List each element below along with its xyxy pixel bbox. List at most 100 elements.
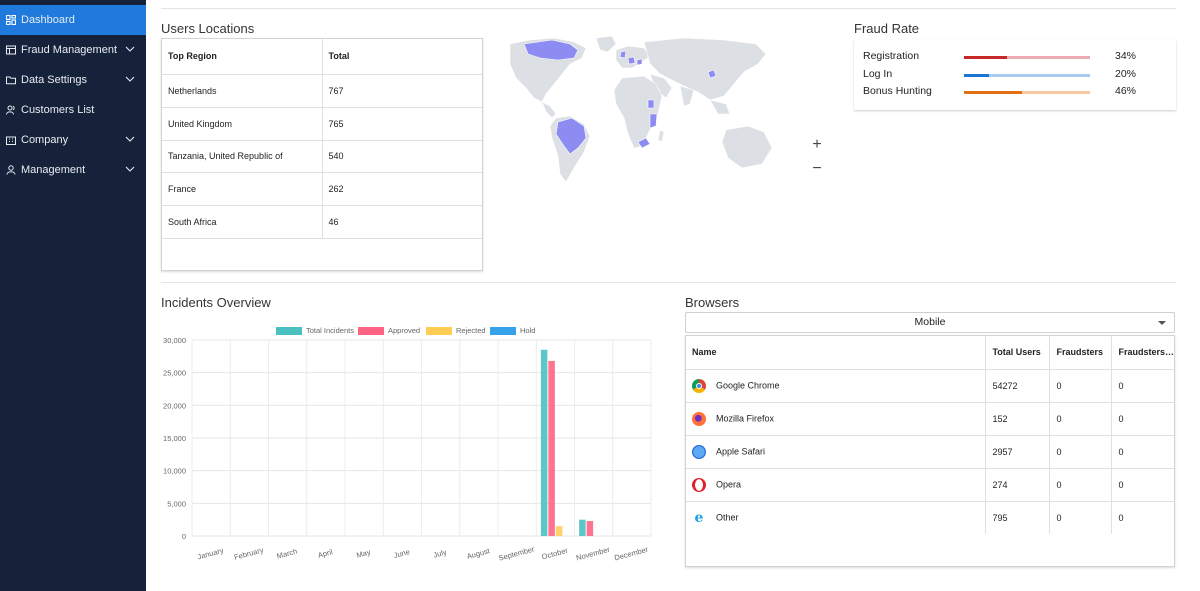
opera-icon <box>692 477 706 492</box>
table-row[interactable]: Mozilla Firefox 152 0 0 <box>686 401 1174 435</box>
x-tick-label: April <box>317 547 334 560</box>
platform-select-value: Mobile <box>914 316 946 328</box>
sidebar: Dashboard Fraud Management Data Settings… <box>0 0 146 591</box>
total-users-cell: 795 <box>985 500 1050 534</box>
table-row[interactable]: e Other 795 0 0 <box>686 500 1174 534</box>
browsers-table-card: Name Total Users Fraudsters Fraudsters… … <box>685 335 1175 567</box>
sidebar-item-management[interactable]: Management <box>0 155 146 185</box>
x-tick-label: October <box>541 546 570 562</box>
chart-bar <box>540 349 548 536</box>
table-row[interactable]: Netherlands 767 <box>162 73 482 107</box>
legend-item[interactable]: Hold <box>490 326 535 335</box>
users-locations-title: Users Locations <box>161 21 255 36</box>
fraud-rate-row-login: Log In 20% <box>863 68 1163 82</box>
fraud-rate-progress <box>964 74 1090 77</box>
sidebar-item-company[interactable]: Company <box>0 125 146 155</box>
sidebar-item-dashboard[interactable]: Dashboard <box>0 5 146 35</box>
legend-swatch <box>490 326 516 335</box>
legend-swatch <box>358 326 384 335</box>
column-header-total[interactable]: Total <box>321 39 482 74</box>
column-header-region[interactable]: Top Region <box>168 51 217 62</box>
y-tick-label: 10,000 <box>163 467 186 476</box>
main-content: Users Locations Top Region Total Netherl… <box>146 0 1200 591</box>
sidebar-item-label: Customers List <box>21 104 95 116</box>
column-header-fraudsters-more[interactable]: Fraudsters… <box>1111 336 1174 369</box>
browser-name-cell: e Other <box>686 500 986 534</box>
table-row[interactable]: Tanzania, United Republic of 540 <box>162 139 482 172</box>
legend-label: Rejected <box>456 326 486 335</box>
chevron-down-icon <box>125 74 135 87</box>
y-tick-label: 30,000 <box>163 336 186 345</box>
chevron-down-icon <box>125 134 135 147</box>
sidebar-item-customers-list[interactable]: Customers List <box>0 95 146 125</box>
total-users-cell: 54272 <box>985 368 1050 402</box>
browser-name: Mozilla Firefox <box>716 412 775 423</box>
sidebar-item-data-settings[interactable]: Data Settings <box>0 65 146 95</box>
fraud-rate-value: 34% <box>1115 50 1137 62</box>
legend-item[interactable]: Approved <box>358 326 420 335</box>
region-cell: Tanzania, United Republic of <box>162 139 322 172</box>
legend-label: Approved <box>388 326 421 335</box>
x-tick-label: May <box>355 547 371 559</box>
fraud-rate-label: Bonus Hunting <box>863 85 932 97</box>
browser-name: Apple Safari <box>716 445 766 456</box>
fraudsters-more-cell: 0 <box>1111 368 1174 402</box>
fraudsters-cell: 0 <box>1049 434 1112 468</box>
region-cell: France <box>162 171 322 205</box>
browser-name-cell: Apple Safari <box>686 434 986 468</box>
x-tick-label: September <box>498 544 536 562</box>
incidents-chart: 30,000 25,000 20,000 15,000 10,000 5,000 0 Janu… <box>163 336 652 563</box>
region-cell: United Kingdom <box>162 106 322 140</box>
table-row[interactable]: Opera 274 0 0 <box>686 467 1174 501</box>
fraud-rate-value: 20% <box>1115 68 1137 80</box>
table-row[interactable]: Apple Safari 2957 0 0 <box>686 434 1174 468</box>
legend-item[interactable]: Rejected <box>426 326 486 335</box>
fraudsters-more-cell: 0 <box>1111 401 1174 435</box>
browser-name-cell: Google Chrome <box>686 368 986 402</box>
users-icon <box>6 105 16 115</box>
column-header-name[interactable]: Name <box>692 347 717 358</box>
x-tick-label: March <box>276 547 298 561</box>
sidebar-item-fraud-management[interactable]: Fraud Management <box>0 35 146 65</box>
sidebar-item-label: Management <box>21 164 86 176</box>
platform-select[interactable]: Mobile <box>685 312 1175 333</box>
divider <box>161 282 1176 283</box>
table-row[interactable]: United Kingdom 765 <box>162 106 482 140</box>
total-cell: 262 <box>321 171 482 205</box>
total-users-cell: 152 <box>985 401 1050 435</box>
legend-swatch <box>426 326 452 335</box>
fraudsters-cell: 0 <box>1049 467 1112 501</box>
region-cell: Netherlands <box>162 73 322 107</box>
fraudsters-more-cell: 0 <box>1111 434 1174 468</box>
legend-item[interactable]: Total Incidents <box>276 326 354 335</box>
zoom-out-button[interactable]: − <box>812 160 822 177</box>
browsers-title: Browsers <box>685 295 740 310</box>
caret-down-icon <box>1158 321 1166 325</box>
y-tick-label: 0 <box>182 532 186 541</box>
table-row[interactable]: France 262 <box>162 171 482 205</box>
fraud-rate-title: Fraud Rate <box>854 21 920 36</box>
sidebar-item-label: Data Settings <box>21 74 88 86</box>
sidebar-item-label: Dashboard <box>21 14 75 26</box>
zoom-in-button[interactable]: + <box>812 136 822 153</box>
browser-name: Opera <box>716 478 742 489</box>
table-row[interactable]: South Africa 46 <box>162 204 482 238</box>
fraudsters-more-cell: 0 <box>1111 467 1174 501</box>
column-header-fraudsters[interactable]: Fraudsters <box>1049 336 1112 369</box>
column-header-total-users[interactable]: Total Users <box>985 336 1050 369</box>
sidebar-item-label: Company <box>21 134 69 146</box>
chevron-down-icon <box>125 44 135 57</box>
fraud-rate-progress <box>964 56 1090 59</box>
fraud-rate-card: Registration 34% Log In 20% Bonus Huntin… <box>854 40 1176 110</box>
chevron-down-icon <box>125 164 135 177</box>
incidents-overview-title: Incidents Overview <box>161 295 271 310</box>
fraudsters-cell: 0 <box>1049 401 1112 435</box>
fraud-rate-label: Registration <box>863 50 920 62</box>
legend-label: Hold <box>520 326 536 335</box>
fraudsters-cell: 0 <box>1049 500 1112 534</box>
y-tick-label: 15,000 <box>163 434 186 443</box>
fraud-rate-progress-fill <box>964 56 1007 59</box>
x-tick-label: December <box>613 545 649 563</box>
table-row[interactable]: Google Chrome 54272 0 0 <box>686 368 1174 402</box>
world-map[interactable] <box>504 34 784 186</box>
